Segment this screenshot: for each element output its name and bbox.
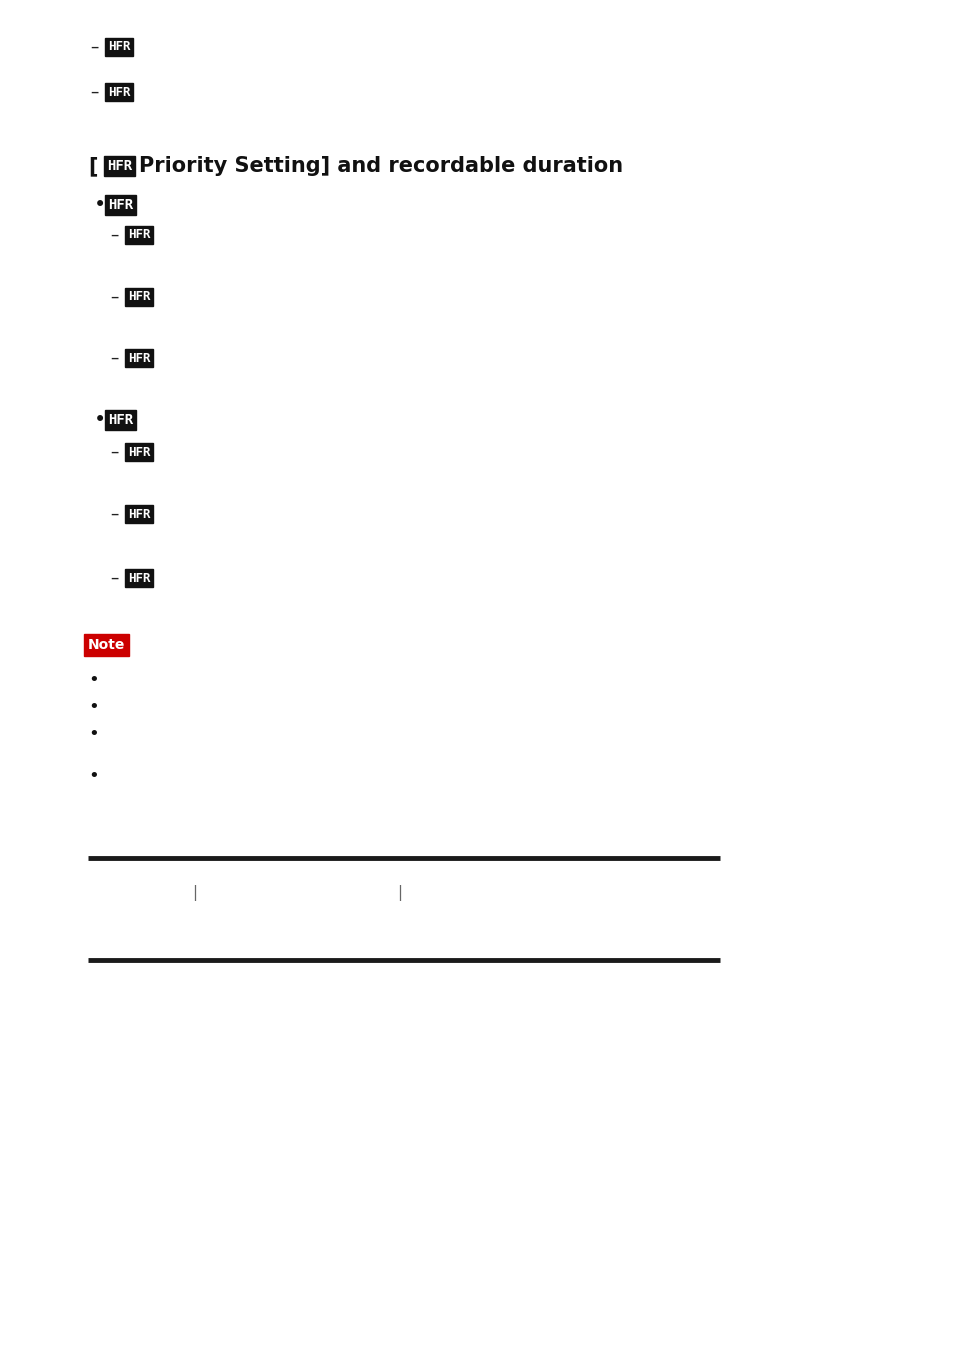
- Text: •: •: [88, 671, 99, 689]
- Text: HFR: HFR: [128, 351, 151, 365]
- Text: –: –: [110, 349, 118, 367]
- Text: –: –: [110, 505, 118, 523]
- Text: HFR: HFR: [108, 413, 133, 427]
- Text: Note: Note: [88, 638, 125, 653]
- Text: HFR: HFR: [108, 199, 133, 212]
- Text: –: –: [110, 288, 118, 305]
- Text: HFR: HFR: [108, 85, 131, 99]
- Text: •: •: [94, 409, 106, 430]
- Text: •: •: [88, 698, 99, 716]
- Text: |: |: [397, 885, 402, 901]
- Text: –: –: [90, 38, 98, 55]
- Text: HFR: HFR: [108, 41, 131, 54]
- Text: HFR: HFR: [107, 159, 132, 173]
- Text: –: –: [110, 443, 118, 461]
- Text: HFR: HFR: [128, 446, 151, 458]
- Text: Priority Setting] and recordable duration: Priority Setting] and recordable duratio…: [139, 155, 622, 176]
- Text: [: [: [88, 155, 97, 176]
- Text: •: •: [94, 195, 106, 215]
- Text: –: –: [110, 569, 118, 586]
- Text: HFR: HFR: [128, 228, 151, 242]
- Text: HFR: HFR: [128, 508, 151, 520]
- Text: –: –: [90, 82, 98, 101]
- Text: –: –: [110, 226, 118, 245]
- Text: •: •: [88, 725, 99, 743]
- Text: |: |: [193, 885, 197, 901]
- Text: HFR: HFR: [128, 290, 151, 304]
- Text: •: •: [88, 767, 99, 785]
- Text: HFR: HFR: [128, 571, 151, 585]
